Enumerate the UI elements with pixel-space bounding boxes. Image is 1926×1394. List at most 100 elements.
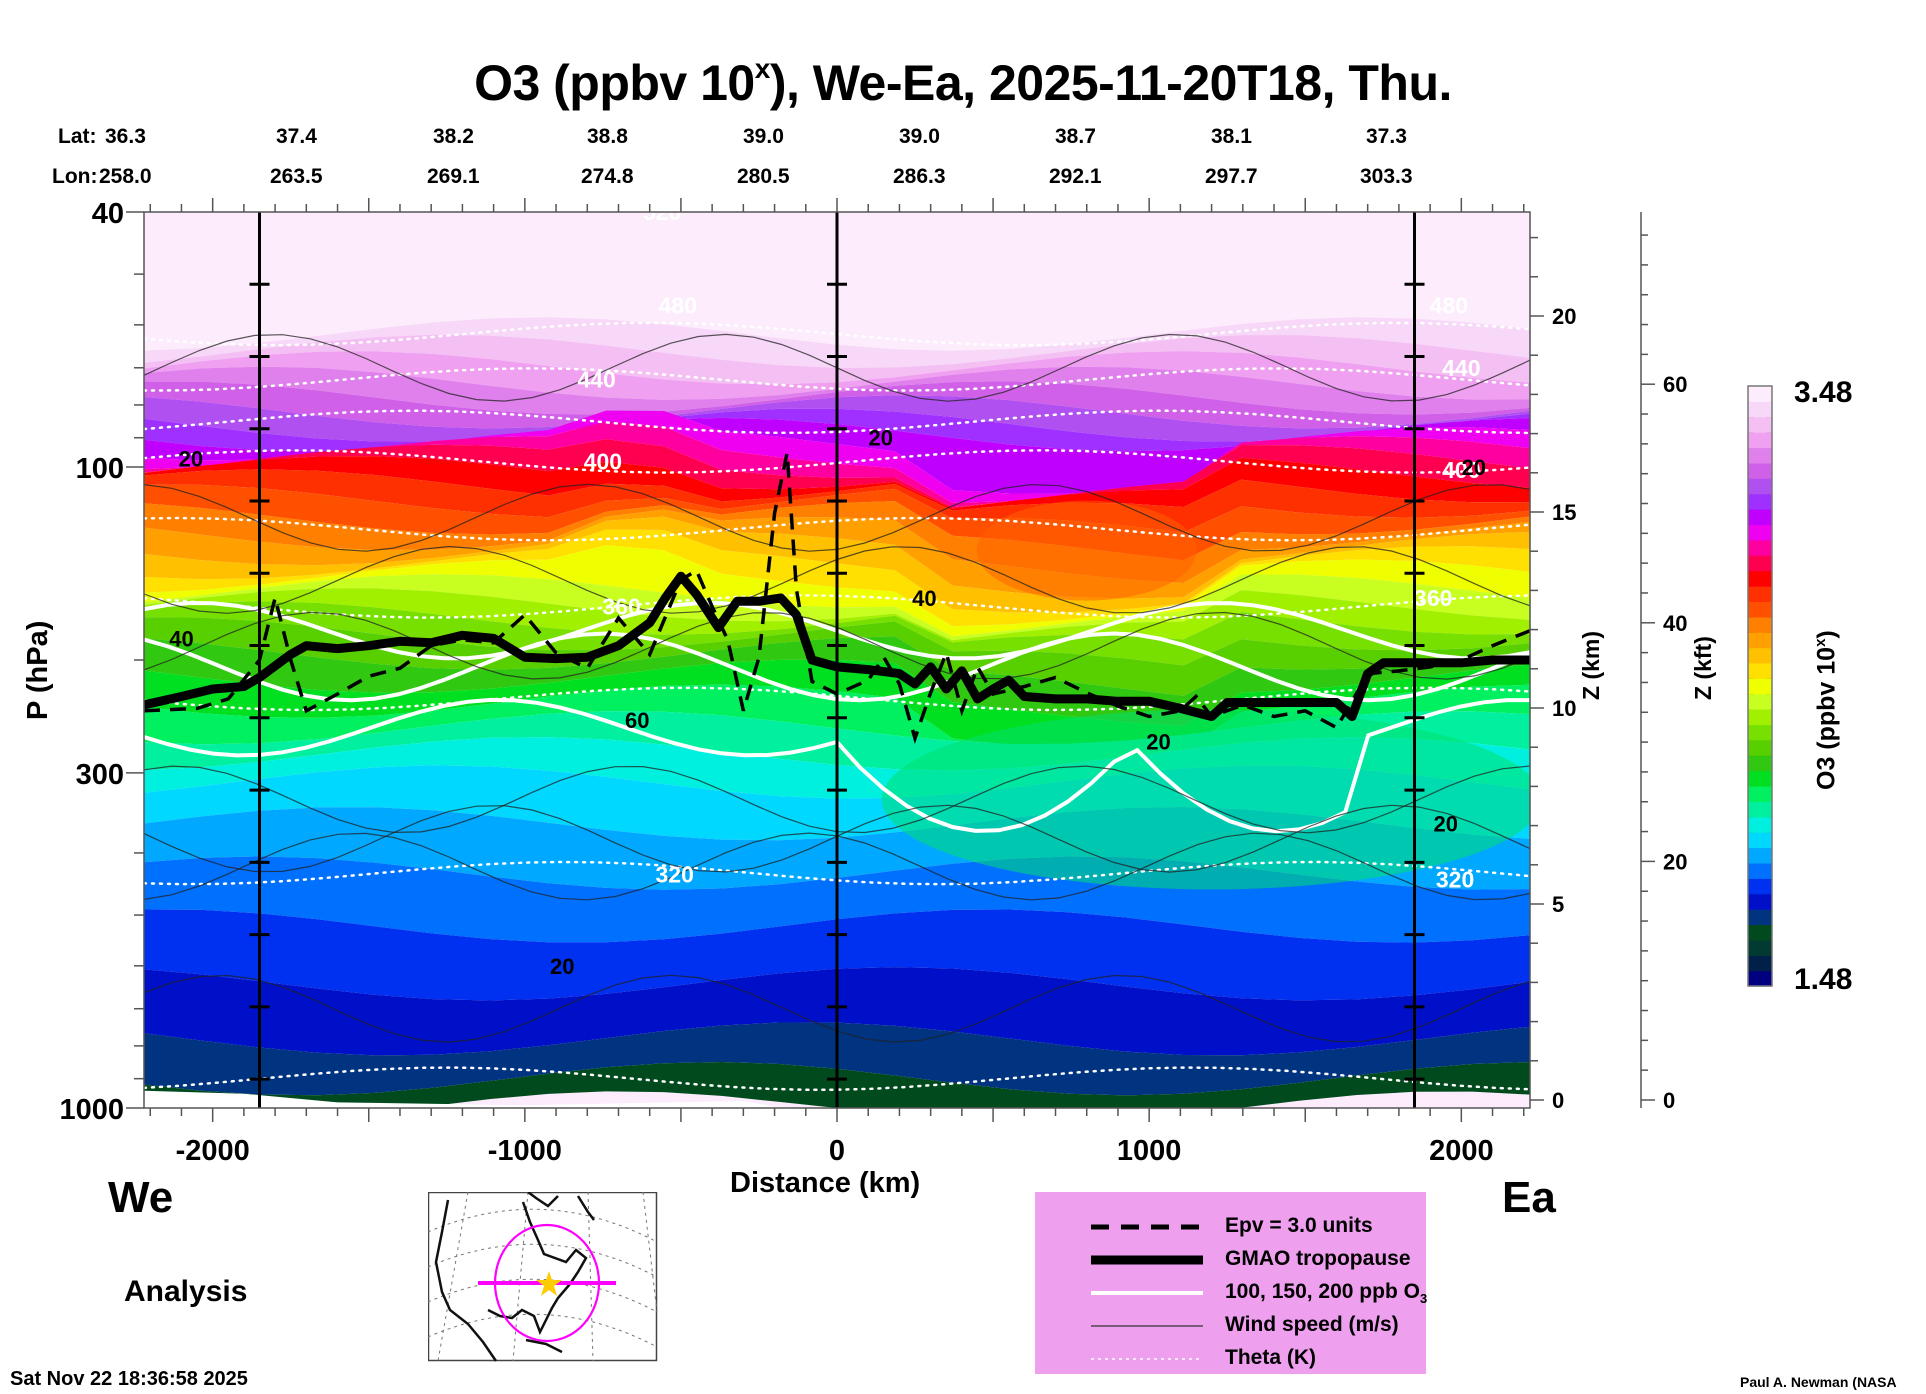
field-green-patch — [881, 709, 1530, 890]
field-band — [144, 574, 1530, 641]
wind-label: 20 — [1462, 455, 1486, 480]
lat-label: Lat: — [58, 125, 97, 148]
title-superscript: x — [754, 53, 771, 85]
colorbar-swatch — [1748, 493, 1772, 510]
colorbar-swatch — [1748, 539, 1772, 556]
lat-value: 39.0 — [743, 125, 784, 148]
x-tick-label: -1000 — [488, 1135, 562, 1167]
legend-label-wind: Wind speed (m/s) — [1225, 1313, 1399, 1336]
colorbar-swatch — [1748, 416, 1772, 433]
theta-label: 400 — [584, 448, 622, 474]
z-km-tick-label: 0 — [1552, 1088, 1564, 1113]
y-tick-label: 1000 — [59, 1094, 124, 1126]
ozone-field — [144, 212, 1530, 1108]
y-tick-label: 300 — [76, 759, 124, 791]
theta-line — [144, 321, 1530, 347]
colorbar — [1747, 385, 1773, 987]
field-band — [144, 395, 1530, 442]
location-map — [428, 1192, 658, 1362]
z-km-axis-label: Z (km) — [1578, 631, 1604, 700]
colorbar-swatch — [1748, 570, 1772, 587]
field-band — [144, 469, 1530, 533]
colorbar-swatch — [1748, 739, 1772, 756]
lon-value: 258.0 — [99, 165, 152, 188]
title-text-rest: ), We-Ea, 2025-11-20T18, Thu. — [769, 55, 1453, 111]
analysis-label: Analysis — [124, 1275, 248, 1308]
field-band — [144, 351, 1530, 400]
colorbar-swatch — [1748, 555, 1772, 572]
y-tick-label: 100 — [76, 453, 124, 485]
lat-value: 38.1 — [1211, 125, 1252, 148]
legend-swatch-thick — [1091, 1255, 1203, 1265]
tropopause-line — [144, 571, 1530, 721]
colorbar-swatch — [1748, 955, 1772, 972]
colorbar-swatch — [1748, 601, 1772, 618]
west-label: We — [108, 1173, 174, 1222]
x-tick-label: 0 — [829, 1135, 845, 1167]
legend-item-tropopause: GMAO tropopause — [1035, 1245, 1426, 1275]
colorbar-swatch — [1748, 662, 1772, 679]
surface-mask — [144, 1090, 837, 1108]
colorbar-swatch — [1748, 770, 1772, 787]
field-band — [144, 456, 1530, 511]
theta-label: 440 — [577, 366, 615, 392]
wind-label: 60 — [625, 708, 649, 733]
map-coastlines — [434, 1192, 595, 1362]
theta-label: 360 — [602, 593, 640, 619]
wind-label: 40 — [912, 586, 936, 611]
legend-item-wind: Wind speed (m/s) — [1035, 1311, 1426, 1341]
theta-label: 400 — [1442, 457, 1480, 483]
field-band — [144, 588, 1530, 643]
x-tick-label: 1000 — [1117, 1135, 1182, 1167]
lat-value: 38.2 — [433, 125, 474, 148]
legend-label-tropopause: GMAO tropopause — [1225, 1247, 1411, 1270]
z-kft-axis-label: Z (kft) — [1690, 636, 1716, 700]
field-band — [144, 334, 1530, 385]
y-tick-label: 40 — [92, 198, 124, 230]
field-band — [144, 439, 1530, 509]
theta-label: 360 — [1414, 585, 1452, 611]
lon-value: 292.1 — [1049, 165, 1102, 188]
theta-line — [144, 594, 1530, 619]
colorbar-swatch — [1748, 847, 1772, 864]
lat-value: 39.0 — [899, 125, 940, 148]
x-axis-label: Distance (km) — [730, 1167, 921, 1199]
lon-label: Lon: — [52, 165, 98, 188]
theta-line — [144, 860, 1530, 886]
colorbar-swatch — [1748, 586, 1772, 602]
colorbar-swatch — [1748, 509, 1772, 526]
colorbar-min-label: 1.48 — [1794, 963, 1853, 996]
colorbar-swatch — [1748, 755, 1772, 772]
theta-line — [144, 516, 1530, 542]
colorbar-swatch — [1748, 724, 1772, 741]
colorbar-swatch — [1748, 478, 1772, 495]
colorbar-swatch — [1748, 616, 1772, 633]
z-km-tick-label: 5 — [1552, 892, 1564, 917]
axes: -2000 -1000 0 1000 2000 40 100 300 1000 0 5 10 15 20 0… — [59, 198, 1687, 1167]
colorbar-swatch — [1748, 693, 1772, 710]
colorbar-swatch — [1748, 432, 1772, 449]
theta-label: 440 — [1442, 355, 1480, 381]
title-text: O3 (ppbv 10 — [474, 55, 755, 111]
colorbar-swatch — [1748, 524, 1772, 541]
z-km-tick-label: 20 — [1552, 304, 1576, 329]
field-band — [144, 410, 1530, 494]
z-km-tick-label: 15 — [1552, 500, 1576, 525]
lon-value: 303.3 — [1360, 165, 1413, 188]
z-kft-tick-label: 20 — [1663, 849, 1687, 874]
field-band — [144, 617, 1530, 696]
timestamp: Sat Nov 22 18:36:58 2025 — [10, 1368, 248, 1390]
field-band — [144, 317, 1530, 368]
map-frame — [428, 1192, 658, 1362]
lat-value: 36.3 — [105, 125, 146, 148]
theta-label: 320 — [655, 861, 693, 887]
colorbar-swatch — [1748, 924, 1772, 941]
legend-label-theta: Theta (K) — [1225, 1346, 1316, 1369]
colorbar-swatch — [1748, 447, 1772, 464]
theta-label: 480 — [1430, 293, 1468, 319]
map-graticule — [428, 1192, 658, 1362]
colorbar-swatch — [1748, 939, 1772, 956]
lat-value: 38.7 — [1055, 125, 1096, 148]
theta-line — [144, 1066, 1530, 1091]
colorbar-swatch — [1748, 401, 1772, 418]
